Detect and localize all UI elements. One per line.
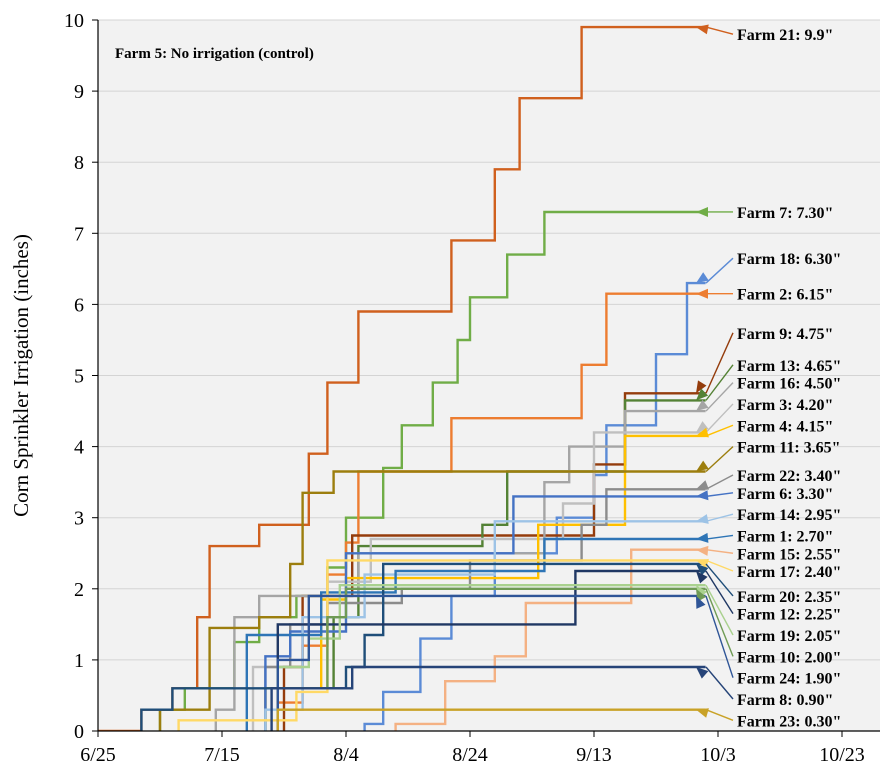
callout-leader <box>705 588 734 657</box>
callout-arrowhead <box>696 288 708 299</box>
series-label: Farm 6: 3.30" <box>737 486 833 503</box>
callout-leader <box>705 563 734 597</box>
callout-arrowhead <box>696 545 709 556</box>
callout-arrowhead <box>696 388 709 401</box>
callout-leader <box>705 474 734 490</box>
series-label: Farm 12: 2.25" <box>737 607 841 624</box>
series-line <box>276 708 706 731</box>
y-tick-label: 0 <box>74 721 84 743</box>
callout-arrowhead <box>696 595 706 609</box>
series-label: Farm 19: 2.05" <box>737 628 841 645</box>
series-label: Farm 16: 4.50" <box>737 376 841 393</box>
callout-arrowhead <box>696 399 709 412</box>
series-label: Farm 3: 4.20" <box>737 397 833 414</box>
callout-leader <box>705 492 734 498</box>
y-tick-label: 3 <box>74 508 84 530</box>
callout-arrowhead <box>696 514 709 524</box>
callout-leader <box>705 666 734 700</box>
series-label: Farm 15: 2.55" <box>737 546 841 563</box>
callout-leader <box>705 382 734 412</box>
series-label: Farm 2: 6.15" <box>737 287 833 304</box>
y-tick-label: 8 <box>74 152 84 174</box>
series-label: Farm 18: 6.30" <box>737 251 841 268</box>
series-label: Farm 9: 4.75" <box>737 326 833 343</box>
series-label: Farm 11: 3.65" <box>737 440 841 457</box>
series-line <box>276 594 706 731</box>
callout-arrowhead <box>696 490 709 501</box>
x-tick-label: 8/24 <box>452 744 488 766</box>
series-line <box>363 281 706 731</box>
callout-leader <box>705 424 734 437</box>
callout-arrowhead <box>696 563 709 576</box>
y-tick-label: 10 <box>64 10 84 32</box>
series-label: Farm 21: 9.9" <box>737 27 833 44</box>
y-tick-label: 7 <box>74 223 84 245</box>
tick-labels: 0 1 2 3 4 5 6 7 8 9 10 6/25 7/15 8/4 8/24 9/13 10/3 10/23 <box>64 10 865 766</box>
series-label: Farm 13: 4.65" <box>737 358 841 375</box>
callout-leader <box>705 559 734 572</box>
control-annotation: Farm 5: No irrigation (control) <box>115 46 314 62</box>
callout-arrowhead <box>696 532 709 543</box>
callout-leader <box>705 549 734 554</box>
series-label: Farm 10: 2.00" <box>737 649 841 666</box>
y-tick-label: 9 <box>74 81 84 103</box>
y-tick-label: 6 <box>74 294 84 316</box>
callout-arrowhead <box>696 206 708 217</box>
series-label: Farm 22: 3.40" <box>737 468 841 485</box>
callout-arrowhead <box>696 571 708 584</box>
y-tick-label: 5 <box>74 366 84 388</box>
callout-arrowhead <box>696 558 709 569</box>
callout-leader <box>705 26 734 35</box>
series-line <box>177 559 706 731</box>
series-line <box>264 495 706 731</box>
callout-arrowhead <box>696 380 707 394</box>
callout-leader <box>705 403 734 433</box>
series-lines <box>98 25 706 731</box>
y-tick-label: 2 <box>74 579 84 601</box>
callout-leader <box>705 534 734 540</box>
series-label: Farm 1: 2.70" <box>737 528 833 545</box>
y-tick-label: 1 <box>74 650 84 672</box>
callout-arrowhead <box>696 272 709 284</box>
callout-leader <box>705 257 734 284</box>
y-tick-label: 4 <box>74 437 84 459</box>
series-line <box>270 665 706 731</box>
series-label: Farm 7: 7.30" <box>737 205 833 222</box>
callout-arrowhead <box>696 460 709 472</box>
callout-leader <box>705 584 734 636</box>
series-label: Farm 23: 0.30" <box>737 713 841 730</box>
callout-leader <box>705 570 734 615</box>
y-axis-title: Corn Sprinkler Irrigation (inches) <box>9 234 33 517</box>
x-tick-label: 6/25 <box>80 744 116 766</box>
series-label: Farm 8: 0.90" <box>737 692 833 709</box>
x-tick-label: 10/3 <box>700 744 736 766</box>
series-callouts: Farm 21: 9.9" Farm 7: 7.30" Farm 18: 6.30"… <box>696 24 841 730</box>
callout-arrowhead <box>696 24 709 35</box>
callout-arrowhead <box>696 427 709 438</box>
x-tick-label: 10/23 <box>819 744 865 766</box>
callout-arrowhead <box>696 480 709 490</box>
callout-leader <box>705 595 734 678</box>
x-tick-label: 8/4 <box>333 744 359 766</box>
callout-leader <box>705 709 734 721</box>
callout-leader <box>705 513 734 522</box>
series-line <box>158 470 706 731</box>
callout-arrowhead <box>696 667 709 679</box>
series-label: Farm 4: 4.15" <box>737 418 833 435</box>
series-line <box>140 562 706 731</box>
series-label: Farm 17: 2.40" <box>737 564 841 581</box>
series-line <box>245 537 706 731</box>
x-tick-label: 9/13 <box>576 744 612 766</box>
series-label: Farm 14: 2.95" <box>737 507 841 524</box>
series-label: Farm 24: 1.90" <box>737 671 841 688</box>
series-label: Farm 20: 2.35" <box>737 589 841 606</box>
callout-leader <box>705 446 734 472</box>
series-line <box>276 569 706 731</box>
x-tick-label: 7/15 <box>204 744 240 766</box>
callout-leader <box>705 332 734 394</box>
callout-leader <box>705 364 734 401</box>
callout-arrowhead <box>696 708 709 718</box>
